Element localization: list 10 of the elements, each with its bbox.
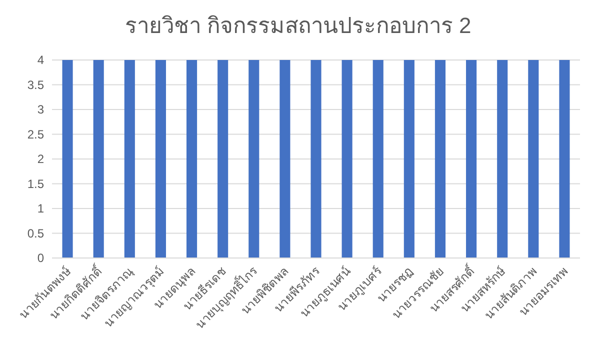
y-tick-label: 0.5: [27, 226, 44, 240]
y-tick-label: 1.5: [27, 176, 44, 191]
y-tick-label: 2: [37, 152, 44, 166]
y-tick-label: 0: [37, 251, 44, 265]
y-tick-label: 2.5: [27, 127, 44, 142]
chart-title: รายวิชา กิจกรรมสถานประกอบการ 2: [124, 13, 472, 38]
y-tick-label: 3: [37, 102, 44, 116]
y-tick-label: 1: [37, 202, 44, 216]
y-tick-label: 4: [37, 53, 44, 67]
y-tick-label: 3.5: [27, 78, 44, 92]
